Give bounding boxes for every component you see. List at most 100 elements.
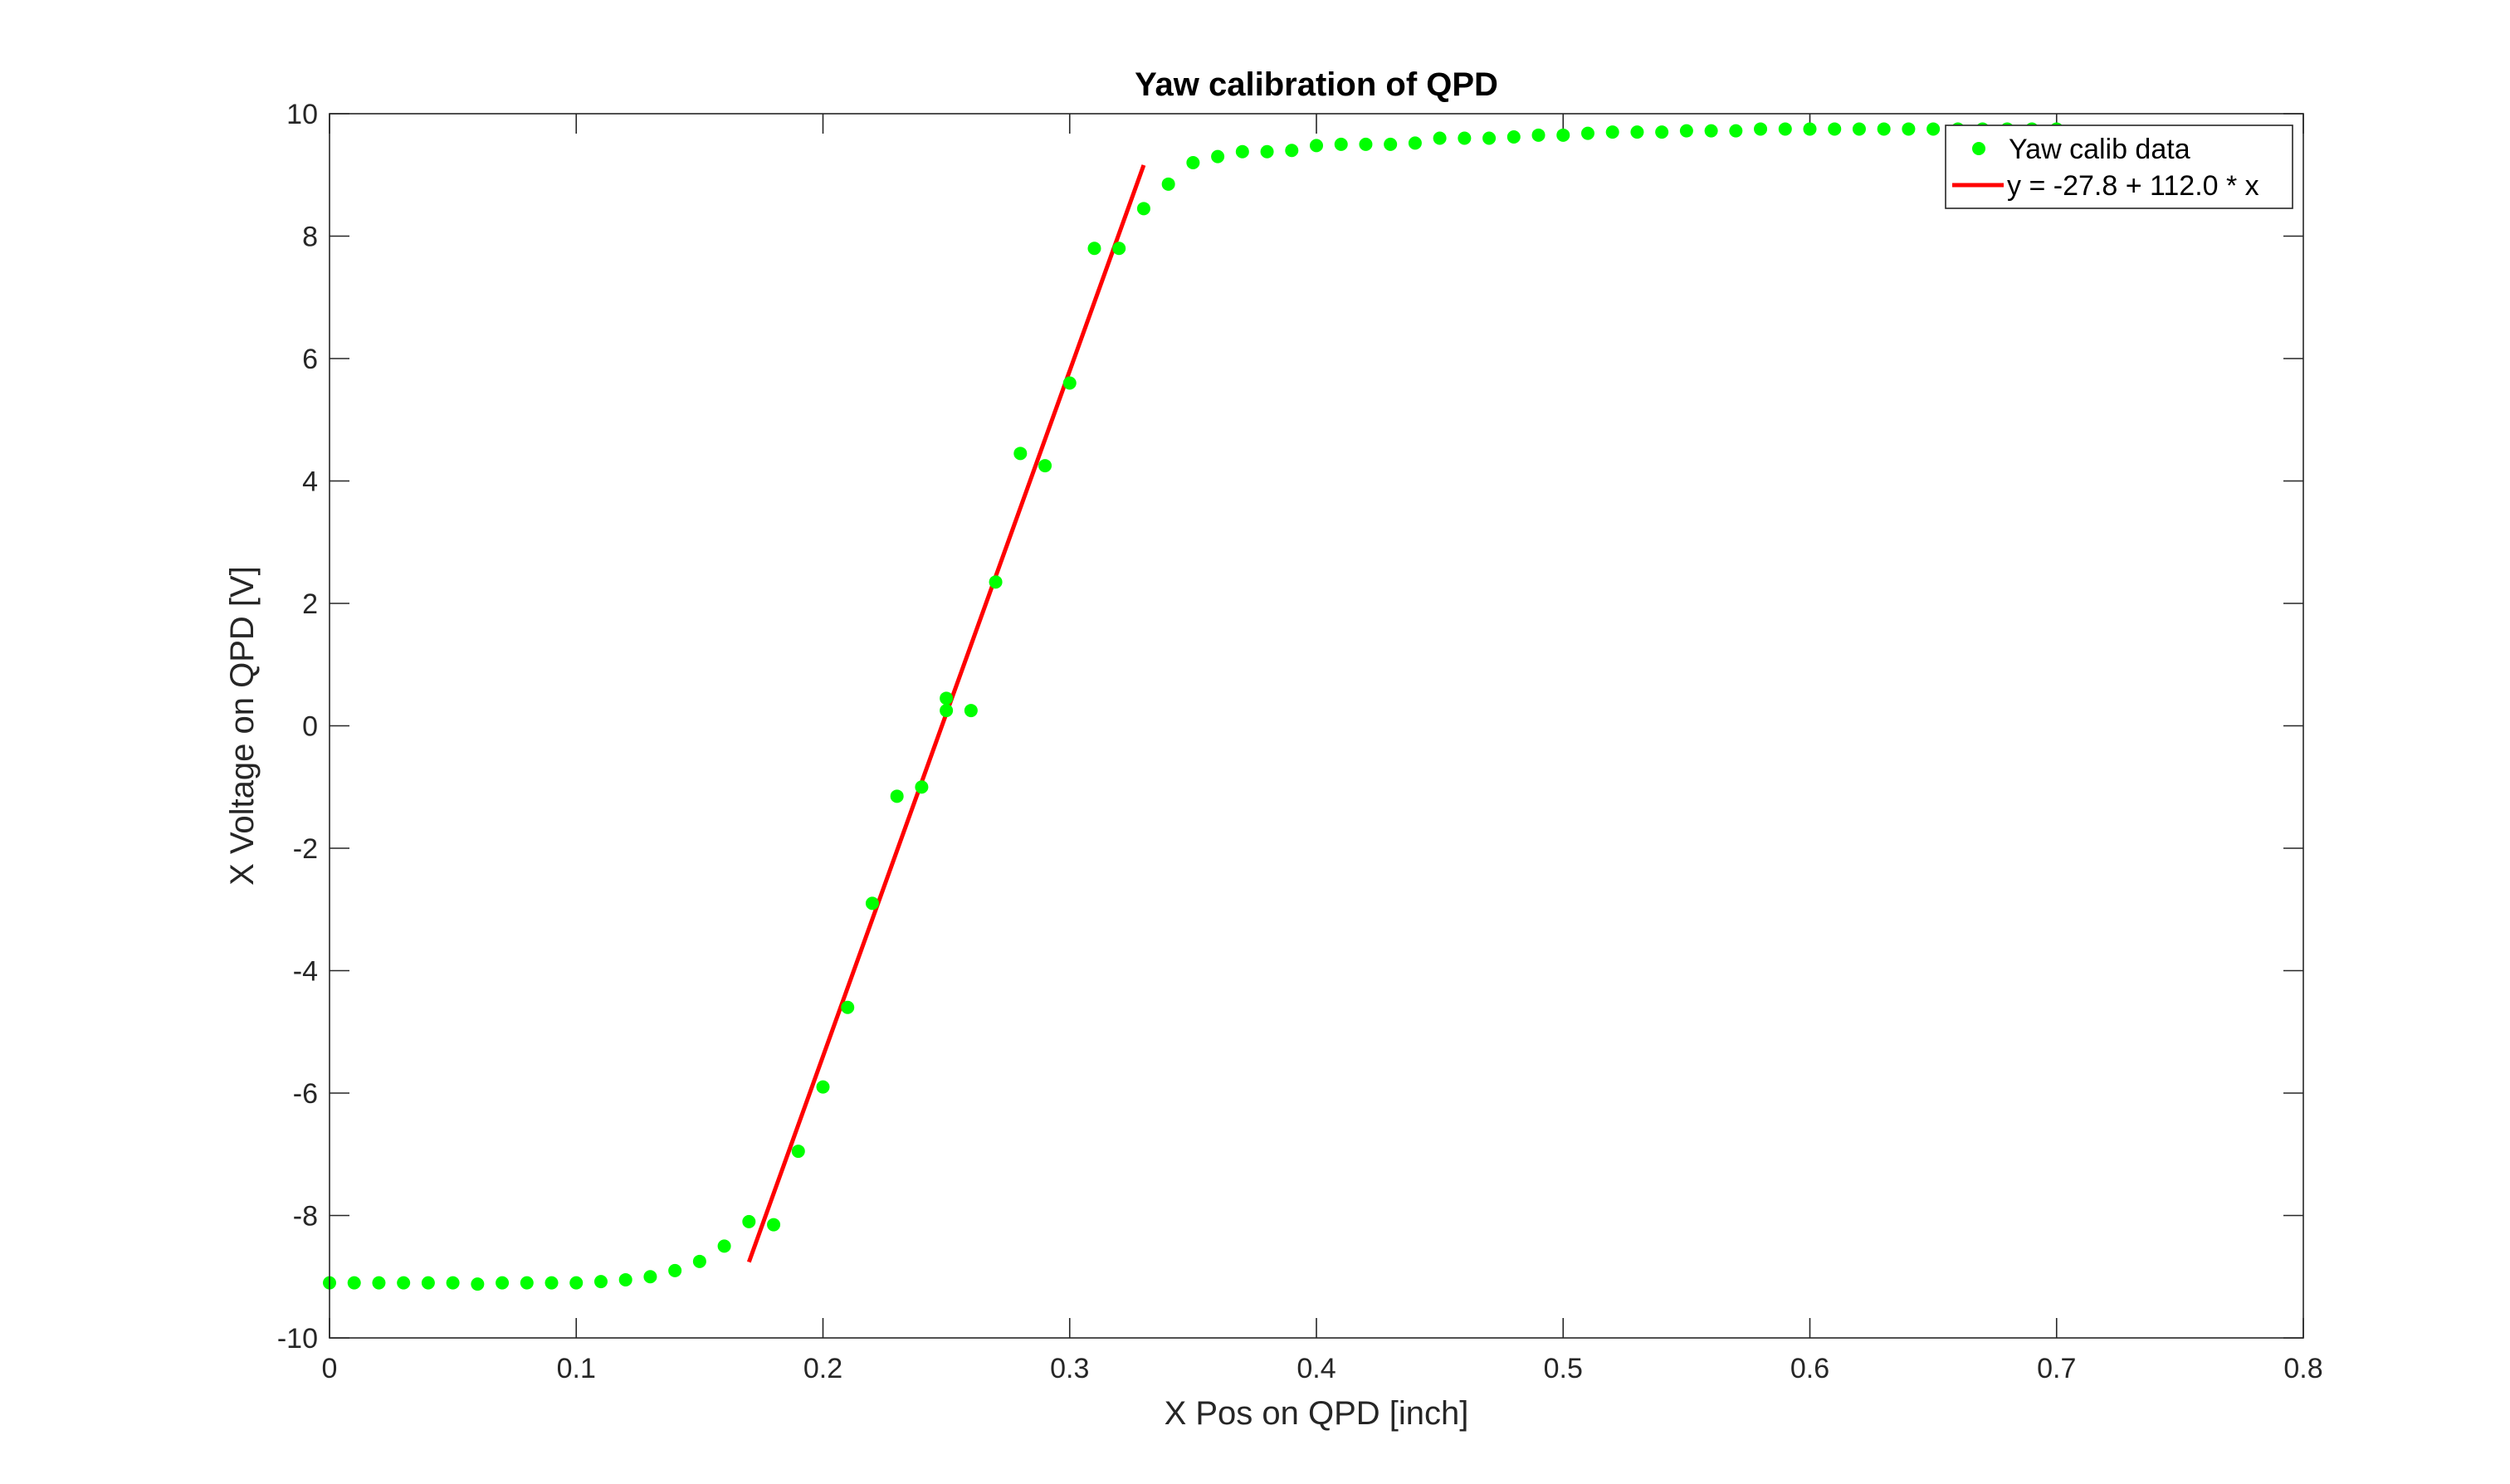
data-point: [692, 1254, 706, 1268]
x-tick-label: 0.4: [1297, 1353, 1336, 1384]
data-point: [471, 1277, 485, 1291]
data-point: [1161, 177, 1175, 191]
data-point: [1359, 137, 1373, 151]
data-point: [1062, 376, 1077, 390]
x-tick-label: 0.5: [1544, 1353, 1583, 1384]
data-point: [1506, 130, 1521, 144]
data-point: [569, 1276, 584, 1290]
data-point: [915, 780, 929, 794]
data-point: [1754, 122, 1768, 136]
chart-title: Yaw calibration of QPD: [1135, 66, 1498, 103]
x-tick-label: 0.2: [803, 1353, 842, 1384]
data-point: [1605, 125, 1619, 139]
data-point: [989, 575, 1003, 589]
data-point: [496, 1276, 510, 1290]
data-point: [1384, 137, 1398, 151]
data-point: [544, 1276, 559, 1290]
data-point: [841, 1000, 855, 1014]
data-point: [1852, 122, 1866, 136]
data-point: [1136, 202, 1150, 216]
x-tick-label: 0.7: [2037, 1353, 2076, 1384]
data-point: [397, 1276, 411, 1290]
x-tick-label: 0.3: [1050, 1353, 1089, 1384]
y-tick-label: -4: [293, 956, 318, 988]
data-point: [1778, 122, 1792, 136]
data-point: [1556, 128, 1570, 142]
legend-marker-yaw-calib-data: [1972, 142, 1985, 155]
data-point: [890, 789, 904, 803]
data-point: [940, 691, 954, 705]
data-point: [742, 1214, 756, 1228]
data-point: [446, 1276, 460, 1290]
data-point: [1038, 459, 1052, 473]
data-point: [593, 1275, 608, 1289]
y-tick-label: -10: [277, 1323, 318, 1355]
series-layer: [323, 122, 2063, 1291]
y-tick-label: -8: [293, 1201, 318, 1233]
legend-label-yaw-calib-data: Yaw calib data: [2009, 134, 2190, 165]
data-point: [1408, 136, 1422, 150]
data-point: [1531, 128, 1546, 142]
data-point: [618, 1272, 632, 1286]
y-tick-label: 0: [302, 711, 318, 743]
data-point: [1580, 126, 1594, 140]
y-tick-labels: -10 -8 -6 -4 -2 0 2 4 6 8 10: [277, 99, 318, 1355]
data-point: [717, 1239, 731, 1253]
y-tick-label: 6: [302, 344, 318, 375]
data-point: [1877, 122, 1891, 136]
data-point: [1186, 156, 1200, 169]
data-point: [1235, 144, 1249, 159]
data-point: [1285, 144, 1299, 158]
axes-frame: [329, 113, 2304, 1339]
x-tick-label: 0.6: [1790, 1353, 1829, 1384]
data-point: [1679, 124, 1693, 138]
data-point: [1926, 122, 1941, 136]
y-tick-label: 10: [286, 99, 318, 130]
x-tick-label: 0.1: [557, 1353, 596, 1384]
y-tick-label: 8: [302, 222, 318, 253]
data-point: [964, 704, 978, 718]
x-tick-labels: 0 0.1 0.2 0.3 0.4 0.5 0.6 0.7 0.8: [322, 1353, 2323, 1384]
data-point: [940, 704, 954, 718]
data-point: [1655, 125, 1669, 139]
plot-area: [330, 114, 2303, 1338]
data-point: [865, 896, 879, 910]
data-point: [1013, 447, 1028, 461]
data-point: [643, 1270, 657, 1284]
data-point: [520, 1276, 534, 1290]
data-point: [791, 1145, 805, 1159]
data-point: [1087, 242, 1101, 256]
x-tick-label: 0: [322, 1353, 338, 1384]
data-point: [1334, 137, 1348, 151]
y-tick-label: 2: [302, 588, 318, 620]
data-point: [1630, 125, 1644, 139]
data-point: [767, 1218, 781, 1232]
x-axis-label: X Pos on QPD [inch]: [1165, 1395, 1469, 1432]
data-point: [1902, 122, 1916, 136]
data-point: [372, 1276, 386, 1290]
data-point: [668, 1263, 682, 1277]
x-tick-label: 0.8: [2283, 1353, 2322, 1384]
legend-box: [1945, 124, 2293, 209]
data-point: [1458, 131, 1472, 145]
data-point: [347, 1276, 361, 1290]
legend-label-fit-line: y = -27.8 + 112.0 * x: [2007, 170, 2259, 202]
data-point: [1260, 144, 1274, 159]
data-point: [1803, 122, 1817, 136]
data-point: [816, 1080, 830, 1094]
data-point: [1729, 124, 1743, 138]
data-point: [1211, 149, 1225, 164]
data-point: [1310, 139, 1323, 153]
y-tick-label: 4: [302, 466, 318, 498]
data-point: [1704, 124, 1718, 138]
data-point: [421, 1276, 435, 1290]
y-axis-label: X Voltage on QPD [V]: [224, 566, 261, 886]
data-point: [1482, 131, 1497, 145]
legend: Yaw calib data y = -27.8 + 112.0 * x: [1945, 124, 2293, 209]
data-point: [1828, 122, 1842, 136]
y-tick-label: -2: [293, 833, 318, 865]
data-point: [1112, 242, 1126, 256]
y-tick-label: -6: [293, 1078, 318, 1110]
data-point: [1433, 131, 1447, 145]
